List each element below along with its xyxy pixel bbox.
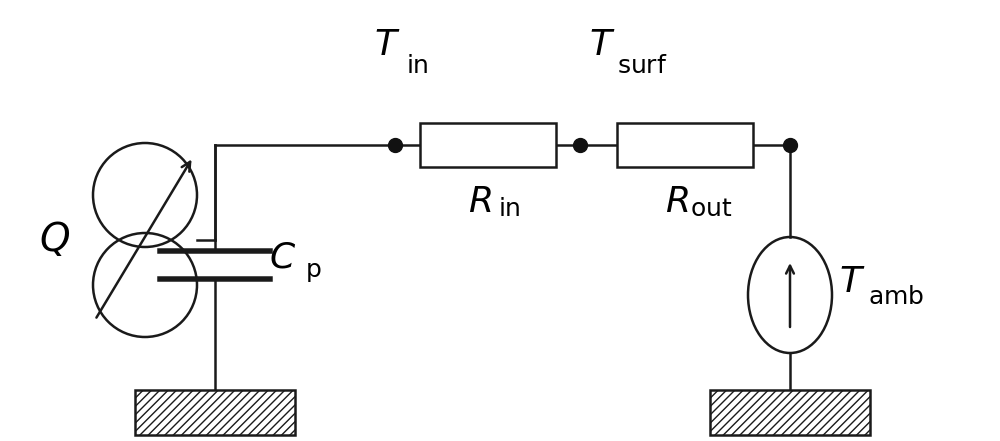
Text: $\mathrm{in}$: $\mathrm{in}$ [498, 198, 521, 221]
FancyBboxPatch shape [135, 390, 295, 435]
Point [782, 142, 798, 149]
Text: $\mathrm{amb}$: $\mathrm{amb}$ [868, 287, 924, 310]
FancyBboxPatch shape [710, 390, 870, 435]
Point [387, 142, 403, 149]
Text: $T$: $T$ [589, 28, 615, 62]
Text: $\mathrm{in}$: $\mathrm{in}$ [406, 55, 428, 78]
Text: $\mathrm{surf}$: $\mathrm{surf}$ [617, 55, 667, 78]
Point [572, 142, 588, 149]
Text: $R$: $R$ [665, 185, 689, 219]
Text: $T$: $T$ [839, 265, 865, 299]
Text: $Q$: $Q$ [39, 220, 71, 259]
FancyBboxPatch shape [617, 123, 753, 167]
Text: $\mathrm{out}$: $\mathrm{out}$ [690, 198, 732, 221]
Text: $\mathrm{p}$: $\mathrm{p}$ [305, 261, 321, 284]
FancyBboxPatch shape [420, 123, 556, 167]
Text: $R$: $R$ [468, 185, 491, 219]
Text: $T$: $T$ [374, 28, 400, 62]
Text: $C$: $C$ [269, 241, 297, 275]
